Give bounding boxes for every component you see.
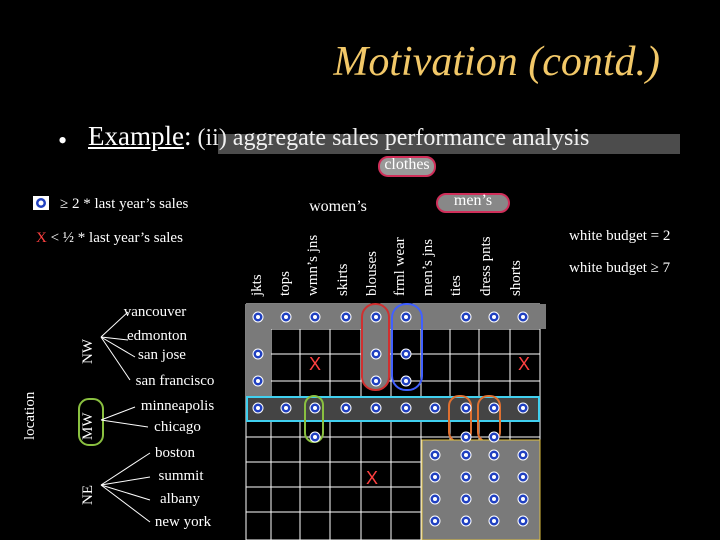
high-sales-dot [488, 402, 500, 414]
high-sales-dot [429, 402, 441, 414]
high-sales-dot [400, 311, 412, 323]
high-sales-dot [309, 311, 321, 323]
high-sales-dot [370, 311, 382, 323]
city-edmonton: edmonton [127, 328, 187, 344]
blue-highlight [391, 303, 423, 391]
cell-dots [252, 311, 529, 527]
high-sales-dot [280, 402, 292, 414]
example-line: Example: (ii) aggregate sales performanc… [88, 121, 589, 152]
high-sales-dot [517, 471, 529, 483]
high-sales-dot [252, 348, 264, 360]
high-sales-dot [517, 493, 529, 505]
mens-label: men’s [453, 192, 493, 209]
high-sales-dot [488, 311, 500, 323]
high-sales-dot [280, 311, 292, 323]
high-sales-dot [429, 449, 441, 461]
high-sales-dot [488, 515, 500, 527]
city-new-york: new york [154, 514, 212, 530]
high-sales-dot [252, 375, 264, 387]
clothes-node [378, 156, 436, 177]
high-sales-dot [460, 515, 472, 527]
legend-high-text: ≥ 2 * last year’s sales [60, 196, 189, 212]
high-sales-dot [429, 493, 441, 505]
high-sales-dot [370, 348, 382, 360]
white-budget-2: white budget = 2 [569, 228, 671, 244]
white-budget-7: white budget ≥ 7 [569, 260, 671, 276]
high-sales-dot [460, 311, 472, 323]
high-sales-dot [400, 348, 412, 360]
city-minneapolis: minneapolis [140, 398, 215, 414]
legend-circle-icon [33, 196, 49, 210]
mens-node [436, 193, 510, 213]
high-sales-dot [460, 449, 472, 461]
city-albany: albany [160, 491, 200, 507]
high-sales-dot [252, 311, 264, 323]
connector-lines [100, 311, 151, 523]
high-sales-dot [400, 375, 412, 387]
bullet-icon: • [58, 126, 68, 155]
high-sales-dot [309, 402, 321, 414]
high-sales-dot [460, 471, 472, 483]
high-sales-dot [460, 402, 472, 414]
example-description: (ii) aggregate sales performance analysi… [191, 125, 590, 151]
high-sales-dot [252, 402, 264, 414]
high-sales-dot [488, 449, 500, 461]
high-sales-dot [340, 311, 352, 323]
example-word: Example [88, 121, 184, 151]
womens-label: women’s [309, 198, 367, 215]
slide-title: Motivation (contd.) [333, 39, 660, 85]
high-sales-dot [517, 449, 529, 461]
legend-x-icon: X [36, 230, 47, 246]
city-san-jose: san jose [138, 347, 186, 363]
high-sales-dot [517, 515, 529, 527]
city-san-francisco: san francisco [135, 373, 215, 389]
clothes-label: clothes [384, 156, 430, 173]
high-sales-dot [309, 431, 321, 443]
high-sales-dot [460, 493, 472, 505]
high-sales-dot [517, 402, 529, 414]
city-vancouver: vancouver [123, 304, 187, 320]
low-sales-mark-3: X [366, 468, 379, 488]
region-mw-outline [78, 398, 104, 446]
high-sales-dot [429, 515, 441, 527]
high-sales-dot [400, 402, 412, 414]
high-sales-dot [488, 431, 500, 443]
red-highlight [361, 303, 390, 391]
low-sales-mark-1: X [309, 354, 322, 374]
city-chicago: chicago [154, 419, 201, 435]
high-sales-dot [488, 493, 500, 505]
low-sales-mark-2: X [518, 354, 531, 374]
city-boston: boston [154, 445, 195, 461]
high-sales-dot [370, 402, 382, 414]
example-colon: : [183, 121, 192, 151]
legend-low-text: X < ½ * last year’s sales [36, 230, 183, 246]
high-sales-dot [517, 311, 529, 323]
high-sales-dot [460, 431, 472, 443]
high-sales-dot [340, 402, 352, 414]
high-sales-dot [429, 471, 441, 483]
high-sales-dot [370, 375, 382, 387]
highlight-bar [218, 134, 680, 154]
city-summit: summit [158, 468, 204, 484]
high-sales-dot [488, 471, 500, 483]
